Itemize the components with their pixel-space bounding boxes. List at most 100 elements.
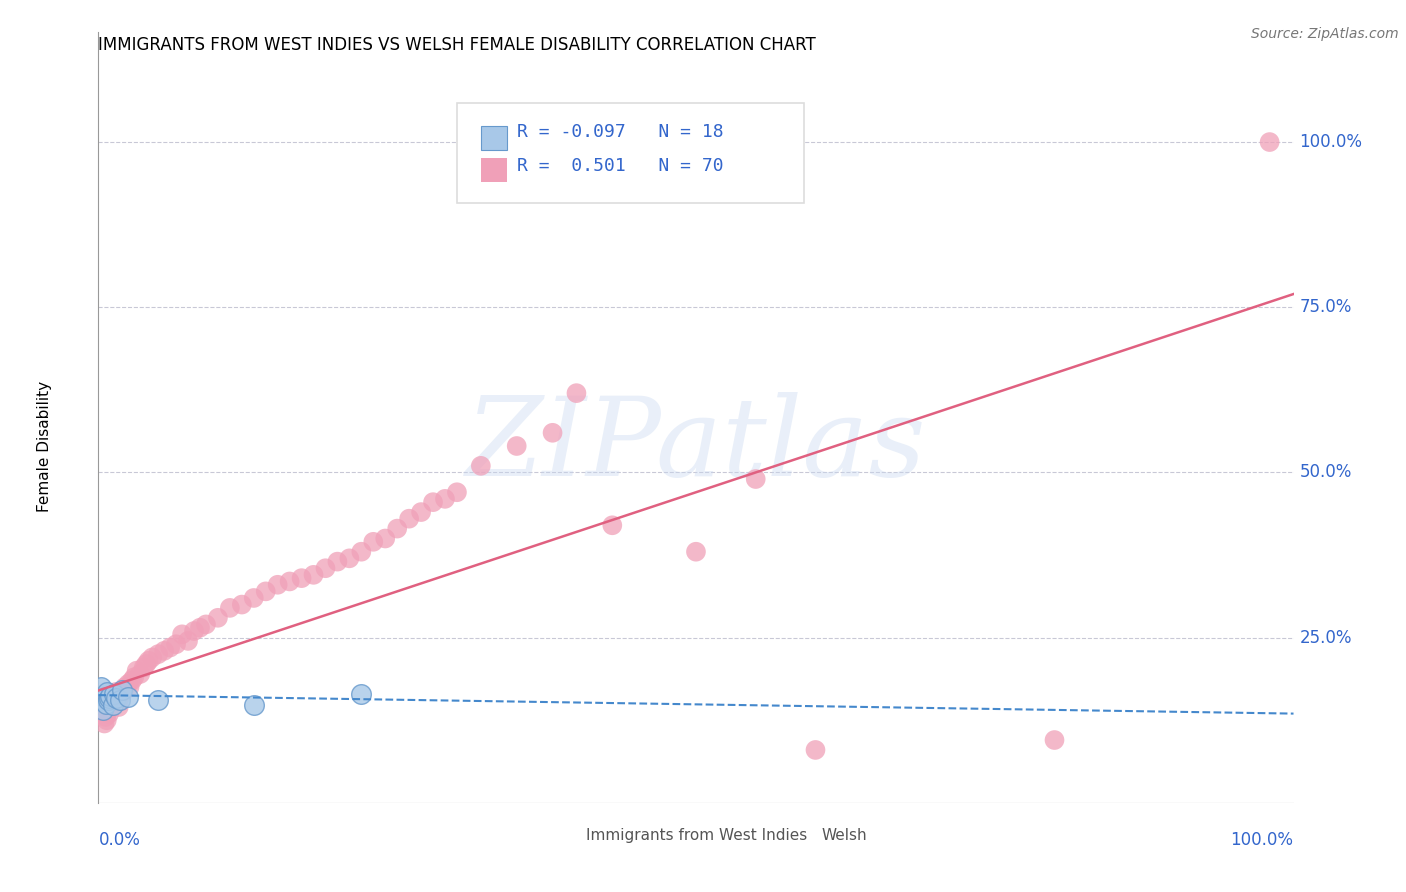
- Point: [446, 485, 468, 500]
- Point: [363, 534, 385, 549]
- Point: [105, 691, 128, 706]
- Point: [114, 680, 136, 694]
- Point: [165, 637, 187, 651]
- Point: [141, 650, 163, 665]
- Point: [91, 693, 114, 707]
- Point: [94, 710, 117, 724]
- Point: [1258, 135, 1281, 149]
- Point: [132, 660, 155, 674]
- Point: [302, 567, 325, 582]
- Point: [98, 689, 122, 703]
- Text: R = -0.097   N = 18: R = -0.097 N = 18: [517, 123, 723, 141]
- Point: [107, 700, 129, 714]
- Point: [177, 634, 200, 648]
- Point: [104, 687, 127, 701]
- Point: [93, 690, 115, 704]
- Point: [188, 621, 211, 635]
- Text: Female Disability: Female Disability: [37, 380, 52, 512]
- Point: [148, 647, 170, 661]
- Point: [93, 716, 115, 731]
- Point: [315, 561, 337, 575]
- Point: [350, 687, 373, 701]
- Text: Immigrants from West Indies: Immigrants from West Indies: [586, 828, 807, 843]
- Bar: [481, 126, 508, 150]
- Point: [97, 693, 120, 707]
- Bar: [550, 826, 576, 844]
- Point: [470, 458, 492, 473]
- Point: [105, 691, 128, 706]
- Point: [108, 690, 131, 704]
- Point: [339, 551, 361, 566]
- Point: [108, 693, 131, 707]
- Point: [565, 386, 588, 401]
- Point: [745, 472, 768, 486]
- Point: [398, 511, 420, 525]
- Point: [117, 690, 139, 704]
- Point: [804, 743, 827, 757]
- Point: [172, 627, 194, 641]
- Point: [129, 667, 152, 681]
- Point: [111, 683, 134, 698]
- Point: [183, 624, 205, 638]
- Point: [96, 685, 118, 699]
- Point: [385, 522, 409, 536]
- Point: [350, 545, 373, 559]
- Point: [291, 571, 314, 585]
- Point: [326, 555, 349, 569]
- Point: [243, 591, 266, 605]
- Text: Welsh: Welsh: [821, 828, 868, 843]
- Point: [434, 491, 457, 506]
- Point: [243, 698, 266, 712]
- Point: [374, 532, 396, 546]
- FancyBboxPatch shape: [457, 103, 804, 203]
- Point: [602, 518, 624, 533]
- Text: 25.0%: 25.0%: [1299, 629, 1353, 647]
- Point: [97, 703, 120, 717]
- Text: ZIPatlas: ZIPatlas: [465, 392, 927, 500]
- Point: [98, 700, 122, 714]
- Point: [98, 691, 121, 706]
- Point: [103, 687, 125, 701]
- Text: R =  0.501   N = 70: R = 0.501 N = 70: [517, 157, 723, 175]
- Point: [111, 687, 134, 701]
- Point: [422, 495, 444, 509]
- Point: [96, 713, 118, 727]
- Point: [207, 611, 229, 625]
- Point: [90, 680, 112, 694]
- Point: [231, 598, 253, 612]
- Point: [148, 693, 170, 707]
- Point: [94, 697, 117, 711]
- Bar: [786, 826, 811, 844]
- Point: [506, 439, 529, 453]
- Point: [98, 706, 121, 721]
- Point: [219, 600, 242, 615]
- Point: [105, 685, 128, 699]
- Point: [100, 693, 122, 707]
- Point: [107, 695, 129, 709]
- Point: [541, 425, 564, 440]
- Point: [101, 698, 124, 712]
- Point: [101, 690, 124, 704]
- Point: [685, 545, 707, 559]
- Point: [278, 574, 301, 589]
- Text: 100.0%: 100.0%: [1299, 133, 1362, 151]
- Point: [153, 644, 176, 658]
- Point: [101, 698, 124, 712]
- Point: [91, 703, 114, 717]
- Text: Source: ZipAtlas.com: Source: ZipAtlas.com: [1251, 27, 1399, 41]
- Text: 75.0%: 75.0%: [1299, 298, 1353, 317]
- Point: [159, 640, 181, 655]
- Text: 100.0%: 100.0%: [1230, 831, 1294, 849]
- Point: [195, 617, 218, 632]
- Point: [267, 578, 290, 592]
- Point: [135, 657, 157, 671]
- Bar: [481, 158, 508, 182]
- Point: [138, 654, 160, 668]
- Point: [411, 505, 433, 519]
- Point: [103, 693, 125, 707]
- Point: [98, 697, 122, 711]
- Point: [112, 683, 135, 698]
- Point: [125, 664, 148, 678]
- Point: [121, 673, 143, 688]
- Point: [124, 670, 146, 684]
